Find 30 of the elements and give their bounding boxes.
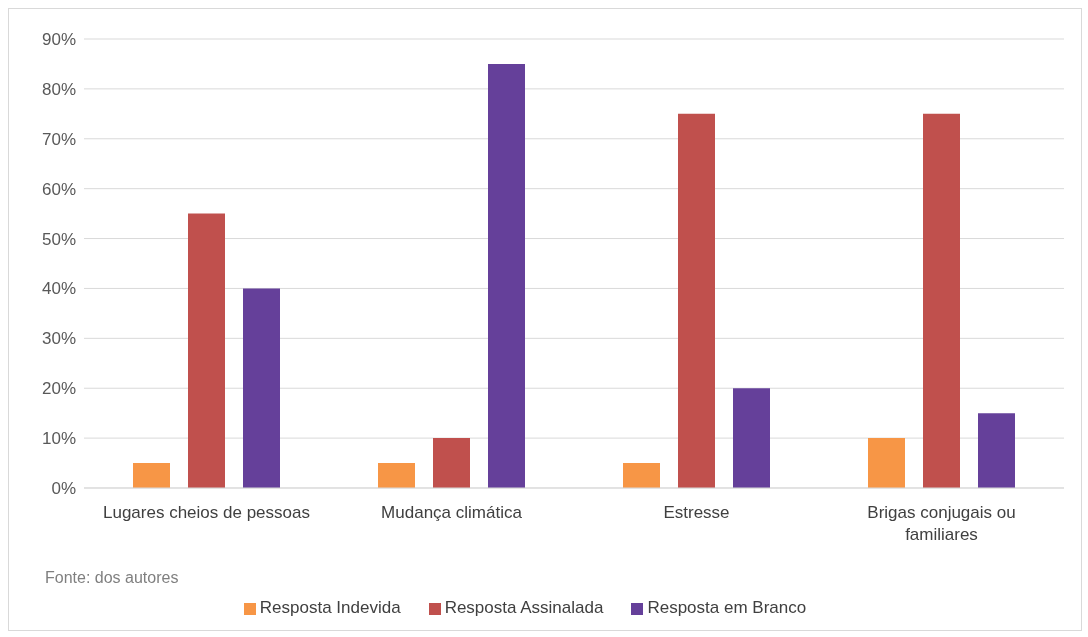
bar bbox=[678, 113, 715, 488]
legend-label: Resposta Assinalada bbox=[444, 598, 604, 617]
legend-label: Resposta em Branco bbox=[647, 598, 807, 617]
source-note: Fonte: dos autores bbox=[45, 569, 179, 587]
bar bbox=[488, 63, 525, 488]
y-tick-label: 30% bbox=[41, 329, 76, 349]
y-tick-label: 50% bbox=[41, 229, 76, 249]
bar bbox=[243, 288, 280, 488]
bar bbox=[978, 413, 1015, 488]
x-tick-label: Mudança climática bbox=[381, 503, 523, 522]
x-tick-label: Estresse bbox=[663, 503, 730, 522]
y-tick-label: 10% bbox=[41, 429, 76, 449]
y-tick-label: 40% bbox=[41, 279, 76, 299]
x-tick-label: Brigas conjugais ou familiares bbox=[867, 503, 1016, 544]
bar bbox=[133, 463, 170, 488]
legend-label: Resposta Indevida bbox=[259, 598, 401, 617]
bar bbox=[433, 438, 470, 488]
y-tick-label: 70% bbox=[41, 129, 76, 149]
bar bbox=[923, 113, 960, 488]
bar bbox=[733, 388, 770, 488]
bar bbox=[378, 463, 415, 488]
bar bbox=[623, 463, 660, 488]
y-tick-label: 80% bbox=[41, 79, 76, 99]
bar bbox=[188, 213, 225, 488]
y-tick-label: 60% bbox=[41, 179, 76, 199]
x-tick-label: Lugares cheios de pessoas bbox=[103, 503, 310, 522]
bar bbox=[868, 438, 905, 488]
y-tick-label: 0% bbox=[51, 479, 76, 499]
y-tick-label: 20% bbox=[41, 379, 76, 399]
y-tick-label: 90% bbox=[41, 30, 76, 50]
